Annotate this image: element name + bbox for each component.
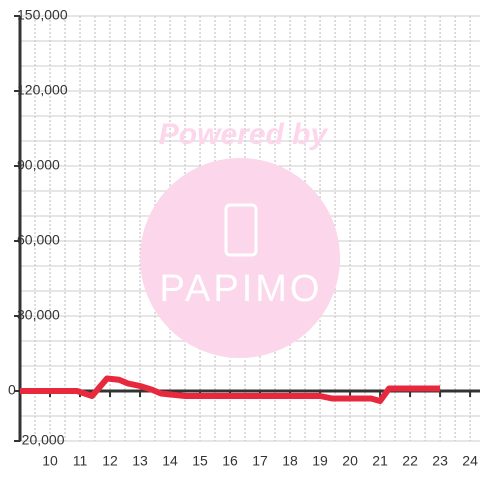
x-tick-label: 16 — [222, 453, 238, 469]
y-tick-label: -20,000 — [17, 432, 65, 448]
watermark-text: Powered by — [159, 118, 329, 151]
x-tick-label: 15 — [192, 453, 208, 469]
y-tick-label: 0 — [8, 382, 16, 398]
data-line — [20, 375, 441, 404]
x-tick-label: 20 — [342, 453, 358, 469]
x-tick-label: 22 — [402, 453, 418, 469]
watermark-circle — [140, 158, 340, 358]
y-tick-label: 120,000 — [17, 82, 68, 98]
watermark: Powered by PAPIMO — [140, 118, 340, 358]
watermark-logo: PAPIMO — [160, 268, 323, 310]
y-tick-label: 30,000 — [17, 307, 60, 323]
x-tick-label: 11 — [73, 453, 88, 469]
x-tick-label: 17 — [252, 453, 268, 469]
x-tick-label: 13 — [132, 453, 148, 469]
y-tick-label: 60,000 — [17, 232, 60, 248]
watermark-phone — [224, 203, 258, 257]
x-tick-label: 10 — [42, 453, 58, 469]
x-tick-label: 21 — [372, 453, 388, 469]
x-tick-label: 12 — [102, 453, 118, 469]
x-tick-label: 14 — [162, 453, 178, 469]
y-tick-label: 90,000 — [17, 157, 60, 173]
x-tick-label: 24 — [462, 453, 478, 469]
x-tick-label: 23 — [432, 453, 448, 469]
y-tick-label: 150,000 — [17, 7, 68, 23]
x-tick-label: 19 — [312, 453, 328, 469]
x-tick-label: 18 — [282, 453, 298, 469]
